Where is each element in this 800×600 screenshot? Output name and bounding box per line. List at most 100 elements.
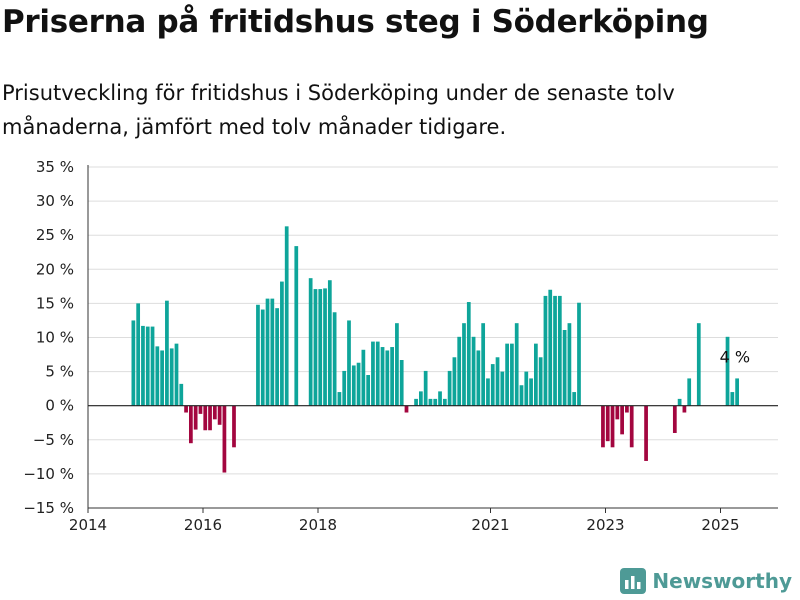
bar bbox=[165, 300, 169, 406]
bar bbox=[486, 378, 490, 406]
bar bbox=[500, 371, 505, 406]
bar bbox=[327, 280, 332, 406]
bar bbox=[323, 288, 327, 406]
bar bbox=[447, 370, 452, 406]
bar bbox=[404, 405, 409, 413]
chart-title: Priserna på fritidshus steg i Söderköpin… bbox=[2, 4, 709, 40]
bar bbox=[644, 405, 648, 461]
bar bbox=[625, 405, 629, 413]
bar bbox=[270, 298, 275, 406]
bar bbox=[150, 326, 155, 406]
bar bbox=[615, 405, 620, 420]
bar bbox=[620, 405, 624, 435]
bar bbox=[351, 365, 356, 406]
bar bbox=[361, 349, 366, 406]
bar bbox=[543, 295, 548, 406]
bar bbox=[725, 336, 730, 406]
y-tick-label: 25 % bbox=[36, 226, 74, 244]
bar bbox=[141, 325, 145, 406]
y-tick-label: −15 % bbox=[23, 499, 74, 517]
bar bbox=[275, 308, 279, 406]
bar bbox=[203, 405, 208, 431]
bar bbox=[265, 298, 270, 406]
bar bbox=[371, 341, 375, 406]
bar bbox=[476, 350, 481, 406]
bar bbox=[577, 302, 581, 406]
y-tick-label: 20 % bbox=[36, 260, 74, 278]
bar bbox=[136, 303, 141, 406]
bar bbox=[677, 398, 682, 406]
x-tick-label: 2018 bbox=[299, 516, 337, 534]
bar bbox=[380, 347, 385, 406]
bar bbox=[538, 357, 543, 406]
y-tick-label: 30 % bbox=[36, 192, 74, 210]
y-tick-label: −5 % bbox=[33, 431, 74, 449]
bar bbox=[155, 346, 160, 406]
annotation-label: 4 % bbox=[720, 347, 750, 366]
bar bbox=[318, 289, 323, 406]
bar bbox=[452, 357, 457, 406]
brand-name: Newsworthy bbox=[652, 569, 792, 593]
bar bbox=[222, 405, 227, 473]
bar bbox=[342, 370, 347, 406]
bar bbox=[696, 323, 701, 406]
bar bbox=[687, 378, 692, 406]
bar bbox=[629, 405, 634, 448]
y-tick-label: 15 % bbox=[36, 294, 74, 312]
bar bbox=[428, 398, 433, 406]
bar bbox=[557, 295, 562, 406]
bar bbox=[533, 343, 538, 406]
bar bbox=[375, 341, 380, 406]
bar bbox=[390, 347, 394, 406]
bar bbox=[332, 312, 337, 406]
bar bbox=[294, 246, 299, 406]
bar bbox=[735, 378, 739, 406]
bar bbox=[471, 336, 476, 406]
bar bbox=[442, 398, 447, 406]
bar bbox=[280, 281, 284, 406]
bar bbox=[562, 329, 567, 406]
bar bbox=[260, 309, 265, 406]
x-tick-label: 2021 bbox=[471, 516, 509, 534]
bar bbox=[438, 391, 442, 406]
bar bbox=[548, 289, 553, 406]
bar bbox=[308, 278, 313, 406]
bar bbox=[529, 378, 533, 406]
bar bbox=[495, 357, 500, 406]
bar bbox=[284, 226, 289, 406]
x-tick-label: 2016 bbox=[184, 516, 222, 534]
bar bbox=[519, 385, 524, 406]
bar bbox=[212, 405, 217, 420]
bar bbox=[179, 383, 184, 406]
bar bbox=[514, 323, 519, 406]
y-tick-label: −10 % bbox=[23, 465, 74, 483]
bar bbox=[572, 392, 577, 406]
bar bbox=[232, 405, 236, 448]
bar bbox=[395, 323, 399, 406]
bar bbox=[490, 364, 495, 406]
brand-logo: Newsworthy bbox=[620, 568, 792, 594]
bar bbox=[188, 405, 193, 444]
y-tick-label: 10 % bbox=[36, 329, 74, 347]
bar bbox=[682, 405, 687, 413]
x-tick-label: 2023 bbox=[586, 516, 624, 534]
bar bbox=[605, 405, 610, 442]
bar bbox=[208, 405, 212, 431]
bar bbox=[524, 371, 529, 406]
bar bbox=[433, 398, 438, 406]
bar bbox=[730, 392, 735, 406]
bar bbox=[337, 392, 342, 406]
y-tick-label: 0 % bbox=[45, 397, 74, 415]
y-tick-label: 5 % bbox=[45, 363, 74, 381]
y-tick-label: 35 % bbox=[36, 158, 74, 176]
bar bbox=[418, 391, 423, 406]
bar bbox=[601, 405, 605, 448]
bar bbox=[169, 348, 174, 406]
bar bbox=[198, 405, 203, 414]
bar bbox=[366, 375, 371, 406]
bar bbox=[131, 320, 136, 406]
bar bbox=[385, 350, 390, 406]
bar bbox=[466, 302, 471, 406]
bar bbox=[356, 362, 361, 406]
bar bbox=[347, 320, 351, 406]
